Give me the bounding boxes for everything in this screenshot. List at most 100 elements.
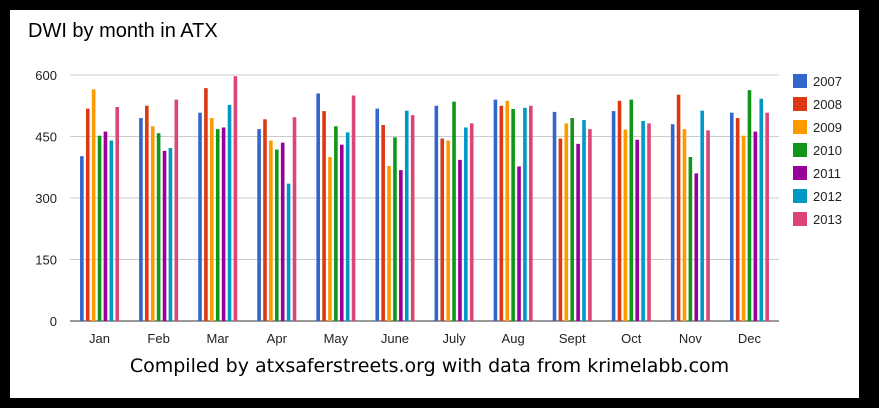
bar <box>582 120 586 321</box>
bar <box>499 105 504 321</box>
bar <box>452 101 456 322</box>
bar <box>274 149 279 321</box>
bar <box>747 90 752 321</box>
bar <box>156 133 161 321</box>
bar <box>641 120 645 321</box>
bar <box>162 150 167 321</box>
x-tick-label: Apr <box>267 331 288 346</box>
x-tick-label: July <box>442 331 466 346</box>
bar <box>617 100 622 321</box>
bar <box>351 95 356 321</box>
bar <box>80 156 84 321</box>
bar <box>269 140 273 321</box>
bar <box>694 173 699 321</box>
legend-label: 2011 <box>813 166 841 181</box>
bar <box>97 135 102 321</box>
x-axis: Jan Feb Mar Apr May June July Aug Sept Oct Nov Dec <box>89 331 761 346</box>
bar <box>115 106 120 321</box>
y-tick-label: 450 <box>35 130 57 145</box>
bar <box>493 99 498 321</box>
bar <box>458 159 462 321</box>
bar <box>168 147 173 321</box>
x-tick-label: June <box>381 331 409 346</box>
bar <box>469 123 474 321</box>
bar <box>198 112 202 321</box>
legend-label: 2007 <box>813 74 842 89</box>
bar <box>221 127 226 321</box>
bar <box>446 140 450 321</box>
bar <box>328 157 332 321</box>
bar <box>588 129 592 321</box>
legend: 2007 2008 2009 2010 2011 2012 2013 <box>793 74 842 227</box>
y-tick-label: 150 <box>35 253 57 268</box>
bar <box>676 94 681 322</box>
bar <box>263 119 267 321</box>
bar <box>635 139 639 321</box>
bar <box>558 138 563 321</box>
x-tick-label: Oct <box>621 331 642 346</box>
bar <box>759 98 764 321</box>
bar <box>204 88 208 322</box>
bar <box>611 111 616 321</box>
x-tick-label: Sept <box>559 331 586 346</box>
bar <box>381 125 385 322</box>
legend-swatch <box>793 212 807 226</box>
legend-swatch <box>793 74 807 88</box>
bar <box>91 89 96 321</box>
bar <box>700 110 704 321</box>
bar <box>629 99 634 321</box>
x-tick-label: Aug <box>502 331 525 346</box>
x-tick-label: Nov <box>679 331 703 346</box>
bar <box>404 110 409 321</box>
bar <box>387 166 391 321</box>
bar <box>139 118 143 321</box>
bar <box>517 166 521 321</box>
bar <box>688 157 693 321</box>
bar <box>505 100 510 321</box>
bar <box>339 144 344 321</box>
bar <box>729 112 734 321</box>
legend-swatch <box>793 166 807 180</box>
bar <box>623 129 628 321</box>
y-tick-label: 0 <box>50 314 57 329</box>
chart-title: DWI by month in ATX <box>28 20 218 42</box>
legend-swatch <box>793 120 807 134</box>
legend-label: 2008 <box>813 97 842 112</box>
bar <box>257 129 261 321</box>
bar <box>85 108 90 322</box>
gridlines <box>70 74 779 322</box>
bar <box>280 142 285 321</box>
bar <box>682 129 687 321</box>
bar <box>399 170 403 321</box>
bar <box>434 105 439 321</box>
bar <box>523 107 527 321</box>
bar <box>529 105 533 321</box>
bar <box>286 183 291 321</box>
bar <box>174 99 179 321</box>
bar <box>150 126 155 321</box>
bar <box>511 109 515 321</box>
bar <box>647 123 651 321</box>
x-tick-label: May <box>324 331 349 346</box>
bar <box>753 131 758 321</box>
bar <box>576 143 580 321</box>
bar <box>345 132 350 321</box>
legend-label: 2009 <box>813 120 842 135</box>
bar <box>410 115 415 322</box>
bar <box>552 111 557 322</box>
bar <box>564 123 569 321</box>
bar <box>393 137 397 321</box>
bar <box>765 112 769 321</box>
legend-swatch <box>793 97 807 111</box>
bar <box>210 118 214 321</box>
bar <box>227 104 232 322</box>
legend-label: 2010 <box>813 143 842 158</box>
x-tick-label: Feb <box>147 331 169 346</box>
bar <box>464 127 468 321</box>
bar <box>334 126 338 321</box>
bar <box>103 131 108 321</box>
y-tick-label: 600 <box>35 68 57 83</box>
bar <box>670 124 675 321</box>
bar <box>741 135 746 321</box>
y-tick-label: 300 <box>35 191 57 206</box>
